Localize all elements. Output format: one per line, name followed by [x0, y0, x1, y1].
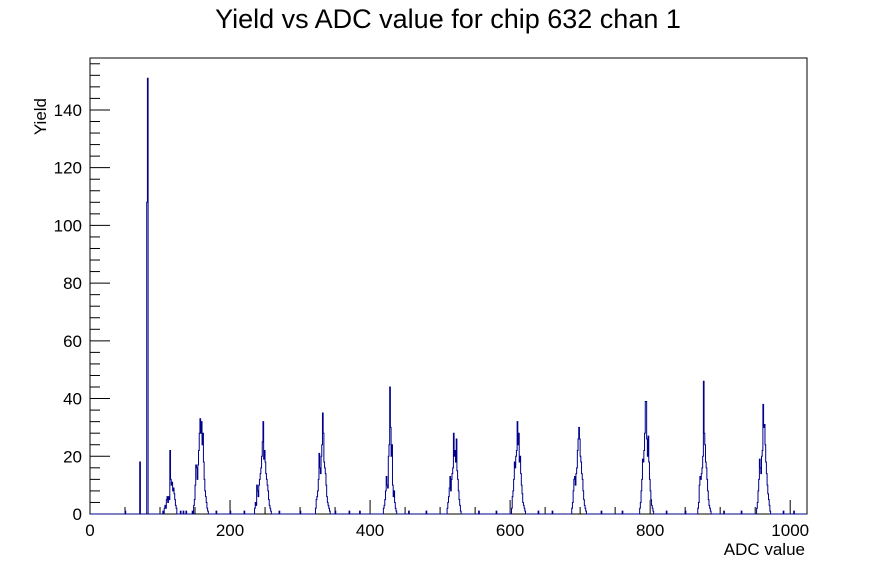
x-tick-label: 600	[496, 521, 524, 540]
y-tick-label: 140	[54, 101, 82, 120]
y-axis: 0 20 40 60 80 100 120 140	[54, 63, 110, 524]
x-tick-label: 1000	[771, 521, 809, 540]
histogram-series	[90, 77, 807, 515]
y-axis-label: Yield	[31, 98, 50, 135]
y-tick-label: 120	[54, 159, 82, 178]
y-tick-label: 40	[63, 390, 82, 409]
y-tick-label: 60	[63, 332, 82, 351]
x-axis: 0 200 400 600 800 1000	[85, 500, 809, 540]
y-tick-label: 100	[54, 216, 82, 235]
x-tick-label: 200	[216, 521, 244, 540]
x-axis-label: ADC value	[724, 540, 805, 559]
y-tick-label: 0	[73, 505, 82, 524]
chart-title: Yield vs ADC value for chip 632 chan 1	[215, 4, 681, 34]
y-tick-label: 80	[63, 274, 82, 293]
x-tick-label: 800	[636, 521, 664, 540]
x-tick-label: 0	[85, 521, 94, 540]
x-tick-label: 400	[356, 521, 384, 540]
plot-frame	[89, 57, 808, 515]
y-tick-label: 20	[63, 447, 82, 466]
